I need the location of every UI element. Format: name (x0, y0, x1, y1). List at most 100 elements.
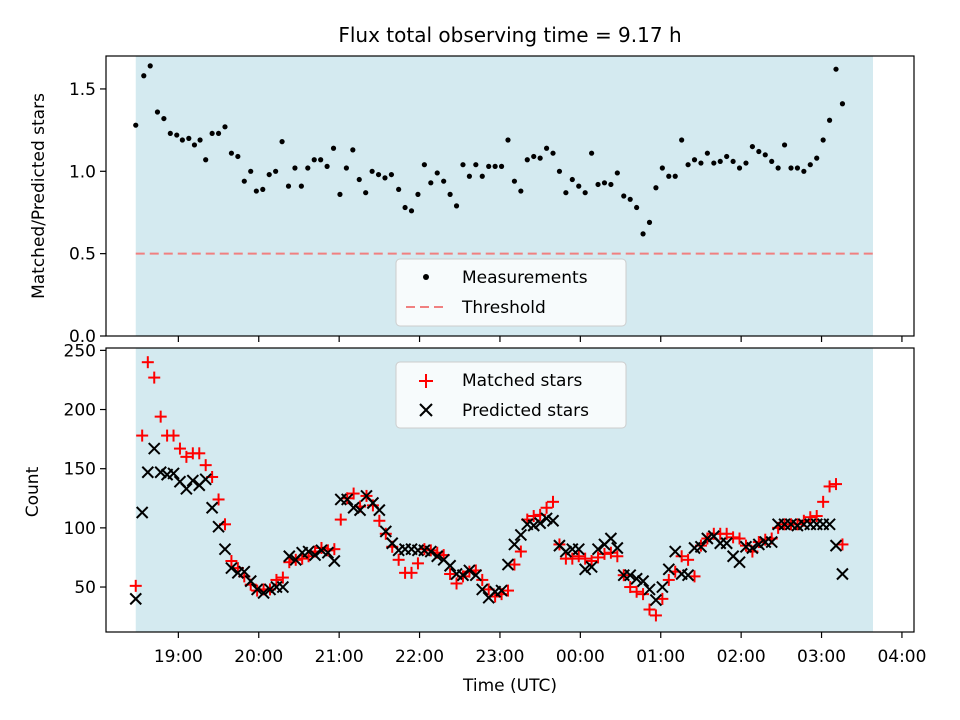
measurement-point (524, 157, 530, 163)
measurement-point (253, 188, 259, 194)
predicted-star-point (572, 542, 585, 556)
predicted-star-point (476, 583, 489, 596)
measurement-point (691, 157, 698, 163)
matched-star-point (752, 536, 765, 549)
top-panel-y-axis-label: Matched/Predicted stars (29, 93, 49, 299)
predicted-star-point (643, 583, 656, 596)
measurement-point (186, 135, 192, 141)
predicted-star-point (630, 572, 643, 585)
measurement-point (807, 162, 813, 168)
predicted-star-point (257, 586, 270, 600)
legend-measurements-marker (423, 274, 429, 280)
matched-star-point (527, 510, 540, 523)
measurement-point (634, 204, 640, 211)
matched-star-point (804, 511, 817, 524)
predicted-star-point (443, 559, 457, 572)
matched-star-point (366, 499, 379, 512)
measurement-point (174, 132, 180, 138)
predicted-star-point (238, 565, 251, 578)
measurement-point (704, 150, 710, 156)
measurement-point (518, 188, 524, 194)
measurement-point (511, 178, 518, 184)
matched-star-point (604, 546, 617, 559)
measurement-point (460, 162, 466, 168)
predicted-star-point (585, 560, 598, 574)
matched-star-point (733, 532, 746, 545)
measurement-point (350, 147, 356, 153)
matched-star-point (173, 442, 186, 455)
figure-title: Flux total observing time = 9.17 h (338, 23, 681, 47)
matched-star-point (148, 371, 161, 384)
predicted-star-point (225, 561, 238, 575)
predicted-star-point (752, 538, 766, 551)
predicted-star-point (765, 535, 778, 549)
x-tick-label: 01:00 (636, 647, 685, 667)
measurement-point (595, 181, 601, 188)
measurement-point (839, 101, 846, 107)
predicted-star-point (205, 501, 219, 514)
matched-star-point (193, 447, 206, 460)
measurement-point (833, 66, 839, 72)
matched-star-point (611, 550, 624, 563)
predicted-star-point (321, 546, 335, 559)
predicted-star-point (141, 466, 155, 479)
bottom-panel-x-ticks: 19:00 20:00 21:00 22:00 23:00 00:00 01:00 02:00… (154, 632, 926, 667)
measurement-point (154, 109, 161, 115)
measurement-point (421, 162, 427, 168)
matched-star-point (136, 429, 149, 442)
predicted-star-point (456, 568, 470, 582)
matched-star-point (276, 571, 289, 584)
measurement-point (756, 148, 762, 155)
matched-star-point (379, 527, 392, 540)
predicted-star-point (604, 532, 618, 545)
predicted-star-point (559, 545, 573, 558)
measurement-points (133, 63, 846, 237)
measurement-point (447, 191, 453, 197)
measurement-point (736, 165, 743, 171)
measurement-point (167, 130, 173, 137)
measurement-point (324, 163, 330, 169)
x-tick-label: 03:00 (797, 647, 846, 667)
predicted-star-point (199, 473, 212, 486)
measurement-point (466, 173, 472, 179)
matched-star-point (643, 603, 656, 616)
measurement-point (646, 219, 653, 225)
measurement-point (775, 165, 781, 171)
measurement-point (659, 165, 665, 171)
predicted-star-point (694, 540, 708, 554)
bottom-panel: 50 100 150 200 250 19:00 20:00 21:00 22:00 23:00… (23, 341, 926, 696)
matched-star-point (141, 356, 154, 369)
matched-star-point (810, 510, 823, 523)
measurement-point (248, 168, 254, 174)
predicted-star-point (328, 554, 341, 568)
matched-star-point (572, 550, 585, 563)
x-tick-label: 00:00 (556, 647, 605, 667)
measurement-point (814, 155, 820, 161)
matched-star-point (347, 487, 360, 500)
matched-star-point (675, 550, 688, 563)
matched-star-point (476, 573, 489, 586)
predicted-star-point (244, 574, 257, 588)
measurement-point (640, 231, 646, 237)
measurement-point (298, 183, 304, 189)
y-tick-label: 150 (64, 460, 96, 480)
measurement-point (601, 180, 608, 186)
measurement-point (235, 153, 241, 160)
matched-star-point (662, 573, 675, 586)
matched-star-point (154, 410, 167, 423)
predicted-star-point (508, 538, 521, 551)
measurement-point (215, 130, 222, 137)
top-panel: 0.0 0.5 1.0 1.5 Matched/Predicted stars Mea… (29, 55, 915, 347)
matched-star-point (405, 566, 418, 579)
matched-star-point (823, 480, 836, 493)
matched-star-point (199, 459, 212, 472)
y-tick-label: 1.5 (69, 80, 96, 100)
measurement-point (375, 171, 382, 178)
measurement-point (356, 176, 362, 183)
matched-star-point (630, 585, 643, 598)
bottom-panel-y-axis-label: Count (23, 466, 43, 517)
predicted-star-point (308, 548, 322, 562)
matched-star-point (501, 584, 514, 597)
predicted-star-point (180, 482, 193, 496)
